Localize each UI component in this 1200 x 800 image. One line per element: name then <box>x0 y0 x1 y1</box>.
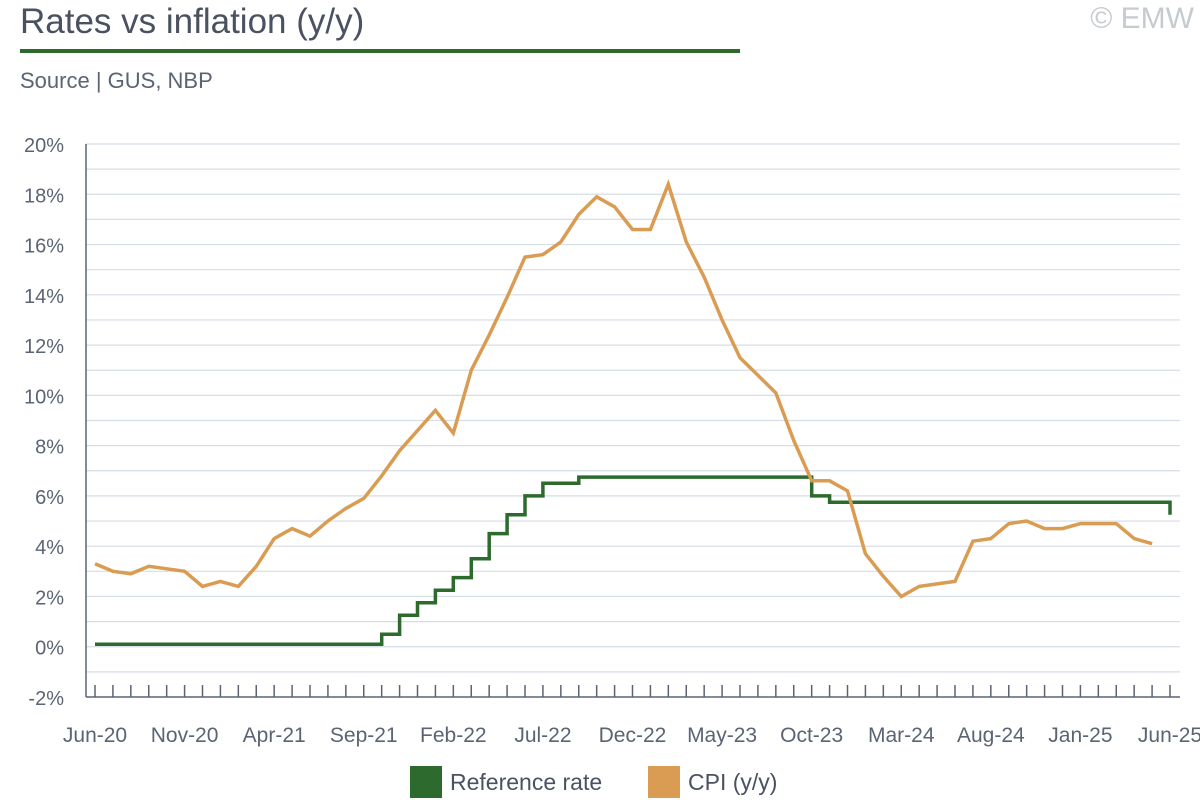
x-tick-label: Jun-25 <box>1138 724 1200 747</box>
title-underline <box>20 49 740 53</box>
y-tick-label: 10% <box>24 386 64 408</box>
x-tick-label: Feb-22 <box>420 724 487 747</box>
x-tick-label: Mar-24 <box>868 724 935 747</box>
y-tick-label: 12% <box>24 336 64 358</box>
grid-lines <box>86 143 1180 673</box>
reference-rate-line <box>95 475 1172 646</box>
y-tick-label: 14% <box>24 286 64 308</box>
x-tick-label: Sep-21 <box>330 724 398 747</box>
legend-swatch-reference-rate <box>410 766 442 798</box>
y-axis-ticks: -2% 0% 2% 4% 6% 8% 10% 12% 14% 16% 18% 20% <box>24 135 64 710</box>
y-tick-label: 16% <box>24 236 64 258</box>
y-tick-label: 8% <box>35 437 64 459</box>
x-tick-label: Nov-20 <box>151 724 219 747</box>
x-axis: Jun-20 Nov-20 Apr-21 Sep-21 Feb-22 Jul-22 Dec-… <box>63 144 1200 747</box>
x-tick-label: Jun-20 <box>63 724 127 747</box>
legend-item-cpi: CPI (y/y) <box>648 764 777 800</box>
x-tick-label: Jul-22 <box>514 724 571 747</box>
chart-title: Rates vs inflation (y/y) <box>20 2 365 41</box>
x-tick-label: Aug-24 <box>957 724 1025 747</box>
legend-label-reference-rate: Reference rate <box>450 768 603 795</box>
legend: Reference rate CPI (y/y) <box>0 764 1200 800</box>
copyright-notice: © EMW <box>1090 2 1194 35</box>
x-tick-label: Jan-25 <box>1048 724 1112 747</box>
x-tick-label: May-23 <box>687 724 757 747</box>
y-tick-label: 2% <box>35 587 64 609</box>
legend-item-reference-rate: Reference rate <box>410 764 602 800</box>
x-tick-label: Oct-23 <box>780 724 843 747</box>
source-note: Source | GUS, NBP <box>20 68 213 93</box>
x-tick-label: Dec-22 <box>599 724 667 747</box>
y-tick-label: -2% <box>28 688 64 710</box>
y-tick-label: 20% <box>24 135 64 157</box>
y-tick-label: 18% <box>24 185 64 207</box>
series-lines <box>94 178 1172 646</box>
y-tick-label: 4% <box>35 537 64 559</box>
cpi-line <box>94 178 1153 599</box>
legend-label-cpi: CPI (y/y) <box>688 768 778 795</box>
x-tick-label: Apr-21 <box>243 724 306 747</box>
y-tick-label: 0% <box>35 638 64 660</box>
line-chart: -2% 0% 2% 4% 6% 8% 10% 12% 14% 16% 18% 20% Jun-20 No… <box>24 135 1200 747</box>
legend-swatch-cpi <box>648 766 680 798</box>
y-tick-label: 6% <box>35 487 64 509</box>
